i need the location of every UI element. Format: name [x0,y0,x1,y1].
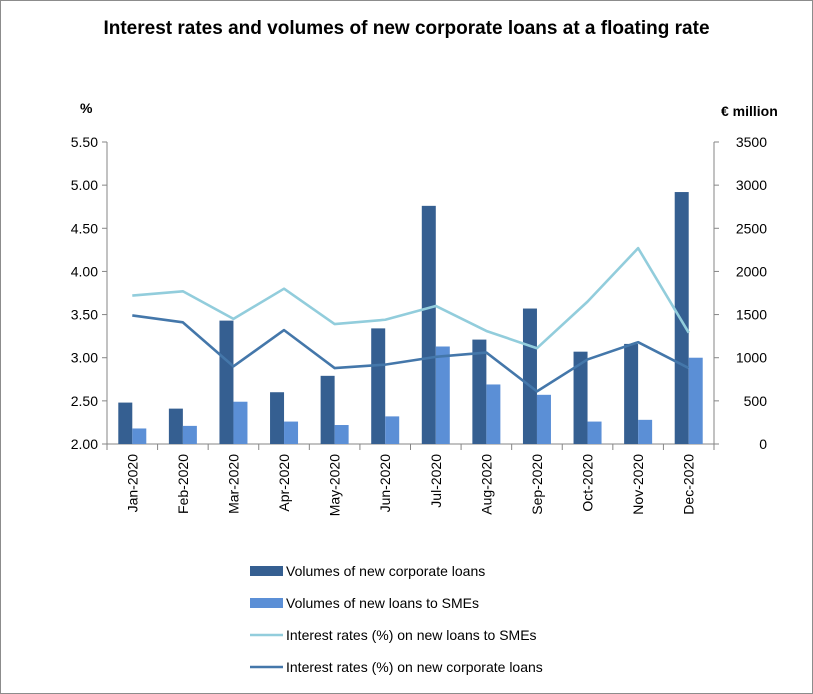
x-tick-label: Jul-2020 [428,454,444,508]
bar-sme-volume [132,428,147,444]
bar-sme-volume [233,401,248,444]
x-tick-label: Jan-2020 [124,454,140,513]
right-axis-unit: € million [721,103,778,119]
bar-corporate-volume [320,375,335,444]
bar-corporate-volume [270,392,285,444]
bar-sme-volume [435,346,450,444]
right-tick-label: 0 [759,436,767,452]
right-tick-label: 2500 [736,220,767,236]
bar-corporate-volume [573,351,588,444]
x-tick-label: Aug-2020 [478,454,494,515]
bar-sme-volume [587,421,602,444]
bar-sme-volume [536,394,551,444]
bar-sme-volume [688,357,703,444]
bar-sme-volume [334,425,349,444]
bar-corporate-volume [421,205,436,444]
x-tick-label: May-2020 [327,454,343,516]
left-tick-label: 4.50 [71,220,98,236]
bar-corporate-volume [168,408,183,444]
bar-sme-volume [486,384,501,444]
x-tick-label: Oct-2020 [580,454,596,512]
legend-swatch [250,566,283,576]
bar-corporate-volume [674,192,689,444]
left-axis-unit: % [80,100,93,116]
legend-label: Volumes of new corporate loans [286,563,485,579]
chart-title: Interest rates and volumes of new corpor… [103,18,710,39]
bar-corporate-volume [472,339,487,444]
bar-corporate-volume [624,343,639,444]
left-tick-label: 5.50 [71,134,98,150]
x-tick-label: Sep-2020 [529,454,545,515]
x-tick-label: Jun-2020 [377,454,393,513]
right-tick-label: 2000 [736,263,767,279]
right-tick-label: 1000 [736,350,767,366]
bar-corporate-volume [219,320,234,444]
legend-label: Interest rates (%) on new corporate loan… [286,659,543,675]
right-tick-label: 3500 [736,134,767,150]
line-corporate-rate [132,314,690,393]
bar-corporate-volume [522,308,537,444]
x-tick-label: Apr-2020 [276,454,292,512]
left-tick-label: 2.00 [71,436,98,452]
x-tick-label: Nov-2020 [630,454,646,515]
bar-corporate-volume [371,328,386,444]
right-tick-label: 1500 [736,307,767,323]
left-tick-label: 4.00 [71,263,98,279]
right-tick-label: 500 [744,393,768,409]
bar-sme-volume [182,425,197,444]
bar-corporate-volume [118,402,133,444]
bar-sme-volume [385,416,400,444]
left-tick-label: 5.00 [71,177,98,193]
x-tick-label: Dec-2020 [681,454,697,515]
legend-label: Interest rates (%) on new loans to SMEs [286,627,537,643]
legend-swatch [250,598,283,608]
line-sme-rate [132,246,690,350]
x-tick-label: Mar-2020 [225,454,241,514]
legend-label: Volumes of new loans to SMEs [286,595,479,611]
bar-sme-volume [284,421,299,444]
right-tick-label: 3000 [736,177,767,193]
bar-sme-volume [638,419,653,444]
left-tick-label: 3.00 [71,350,98,366]
x-tick-label: Feb-2020 [175,454,191,514]
left-tick-label: 3.50 [71,307,98,323]
left-tick-label: 2.50 [71,393,98,409]
